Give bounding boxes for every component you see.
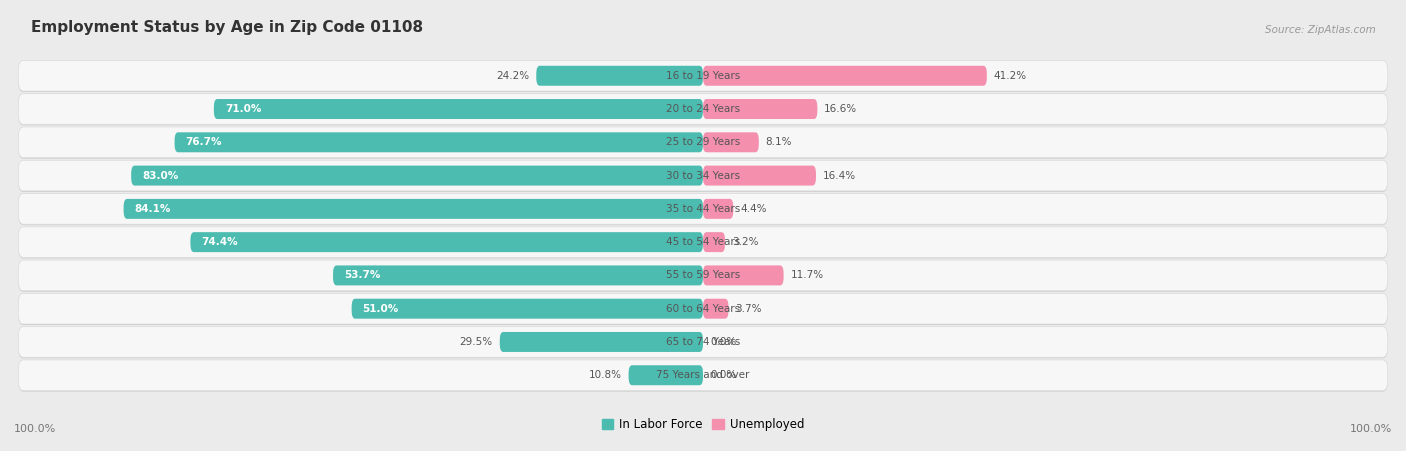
FancyBboxPatch shape bbox=[333, 266, 703, 285]
FancyBboxPatch shape bbox=[703, 66, 987, 86]
FancyBboxPatch shape bbox=[703, 232, 725, 252]
Text: 20 to 24 Years: 20 to 24 Years bbox=[666, 104, 740, 114]
FancyBboxPatch shape bbox=[18, 360, 1388, 391]
Text: 30 to 34 Years: 30 to 34 Years bbox=[666, 170, 740, 180]
FancyBboxPatch shape bbox=[703, 132, 759, 152]
FancyBboxPatch shape bbox=[499, 332, 703, 352]
FancyBboxPatch shape bbox=[214, 99, 703, 119]
Text: Employment Status by Age in Zip Code 01108: Employment Status by Age in Zip Code 011… bbox=[31, 20, 423, 35]
FancyBboxPatch shape bbox=[18, 327, 1388, 357]
FancyBboxPatch shape bbox=[18, 60, 1388, 92]
Text: 3.2%: 3.2% bbox=[733, 237, 758, 247]
FancyBboxPatch shape bbox=[18, 60, 1388, 91]
FancyBboxPatch shape bbox=[703, 166, 815, 185]
FancyBboxPatch shape bbox=[703, 199, 734, 219]
Text: 10.8%: 10.8% bbox=[589, 370, 621, 380]
FancyBboxPatch shape bbox=[352, 299, 703, 319]
FancyBboxPatch shape bbox=[18, 260, 1388, 292]
FancyBboxPatch shape bbox=[18, 160, 1388, 192]
FancyBboxPatch shape bbox=[18, 327, 1388, 358]
Text: 71.0%: 71.0% bbox=[225, 104, 262, 114]
FancyBboxPatch shape bbox=[18, 360, 1388, 391]
FancyBboxPatch shape bbox=[18, 94, 1388, 125]
FancyBboxPatch shape bbox=[18, 294, 1388, 324]
Text: 25 to 29 Years: 25 to 29 Years bbox=[666, 137, 740, 147]
Text: 16.4%: 16.4% bbox=[823, 170, 856, 180]
FancyBboxPatch shape bbox=[124, 199, 703, 219]
Text: 100.0%: 100.0% bbox=[1350, 424, 1392, 434]
Text: 41.2%: 41.2% bbox=[994, 71, 1026, 81]
FancyBboxPatch shape bbox=[703, 99, 817, 119]
Text: 29.5%: 29.5% bbox=[460, 337, 494, 347]
FancyBboxPatch shape bbox=[536, 66, 703, 86]
FancyBboxPatch shape bbox=[190, 232, 703, 252]
Text: 65 to 74 Years: 65 to 74 Years bbox=[666, 337, 740, 347]
Text: 60 to 64 Years: 60 to 64 Years bbox=[666, 304, 740, 314]
Text: 100.0%: 100.0% bbox=[14, 424, 56, 434]
Text: Source: ZipAtlas.com: Source: ZipAtlas.com bbox=[1264, 25, 1375, 35]
Text: 4.4%: 4.4% bbox=[740, 204, 766, 214]
FancyBboxPatch shape bbox=[18, 127, 1388, 157]
Text: 45 to 54 Years: 45 to 54 Years bbox=[666, 237, 740, 247]
Text: 8.1%: 8.1% bbox=[766, 137, 792, 147]
FancyBboxPatch shape bbox=[174, 132, 703, 152]
Text: 16.6%: 16.6% bbox=[824, 104, 858, 114]
Text: 11.7%: 11.7% bbox=[790, 271, 824, 281]
FancyBboxPatch shape bbox=[703, 266, 783, 285]
FancyBboxPatch shape bbox=[18, 127, 1388, 159]
Text: 0.0%: 0.0% bbox=[710, 337, 737, 347]
Text: 74.4%: 74.4% bbox=[201, 237, 238, 247]
FancyBboxPatch shape bbox=[18, 193, 1388, 225]
FancyBboxPatch shape bbox=[628, 365, 703, 385]
Text: 24.2%: 24.2% bbox=[496, 71, 530, 81]
FancyBboxPatch shape bbox=[18, 160, 1388, 191]
Text: 55 to 59 Years: 55 to 59 Years bbox=[666, 271, 740, 281]
Text: 83.0%: 83.0% bbox=[142, 170, 179, 180]
Text: 75 Years and over: 75 Years and over bbox=[657, 370, 749, 380]
FancyBboxPatch shape bbox=[18, 94, 1388, 124]
FancyBboxPatch shape bbox=[18, 260, 1388, 291]
Text: 35 to 44 Years: 35 to 44 Years bbox=[666, 204, 740, 214]
FancyBboxPatch shape bbox=[18, 294, 1388, 325]
FancyBboxPatch shape bbox=[18, 227, 1388, 258]
FancyBboxPatch shape bbox=[703, 299, 728, 319]
FancyBboxPatch shape bbox=[18, 193, 1388, 224]
Text: 53.7%: 53.7% bbox=[344, 271, 381, 281]
Text: 51.0%: 51.0% bbox=[363, 304, 399, 314]
Text: 16 to 19 Years: 16 to 19 Years bbox=[666, 71, 740, 81]
Text: 3.7%: 3.7% bbox=[735, 304, 762, 314]
Text: 0.0%: 0.0% bbox=[710, 370, 737, 380]
Text: 76.7%: 76.7% bbox=[186, 137, 222, 147]
Legend: In Labor Force, Unemployed: In Labor Force, Unemployed bbox=[598, 413, 808, 436]
FancyBboxPatch shape bbox=[131, 166, 703, 185]
FancyBboxPatch shape bbox=[18, 227, 1388, 258]
Text: 84.1%: 84.1% bbox=[135, 204, 172, 214]
